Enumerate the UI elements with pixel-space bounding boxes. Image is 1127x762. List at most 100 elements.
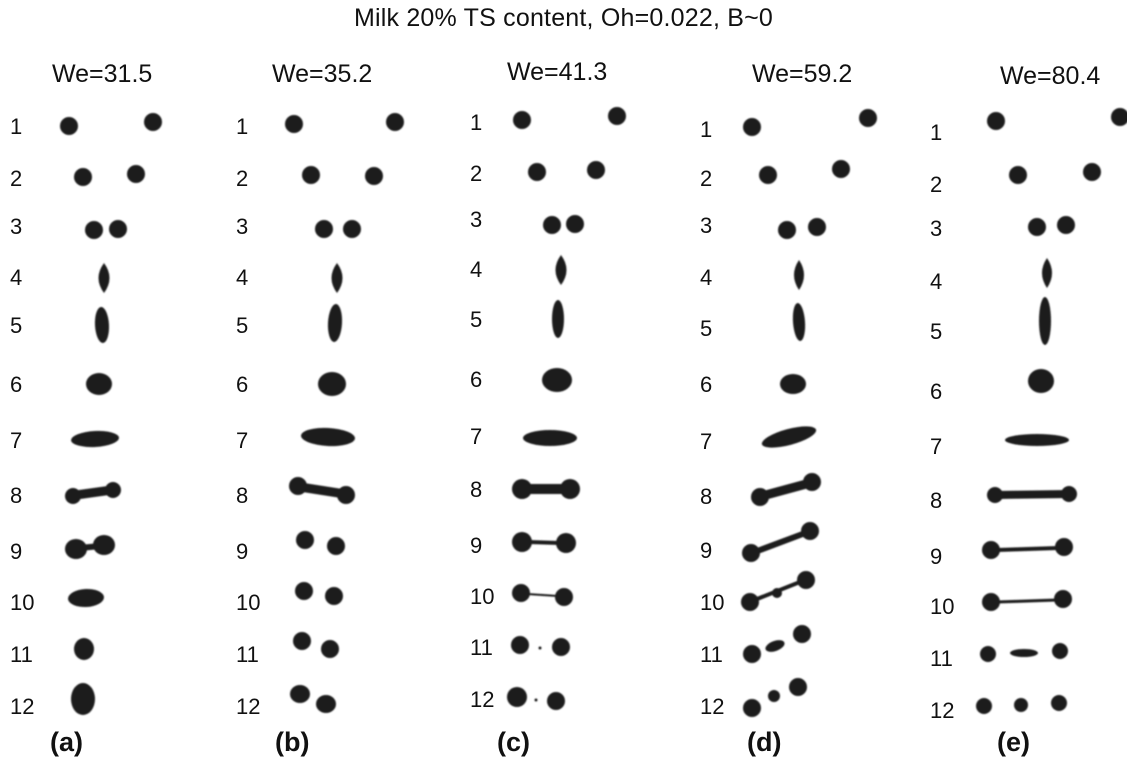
droplet — [1039, 297, 1051, 345]
frame-number: 8 — [236, 483, 249, 508]
droplet — [93, 535, 115, 555]
droplet — [980, 646, 996, 662]
droplet — [321, 640, 339, 658]
droplet — [859, 109, 877, 127]
droplet — [94, 307, 110, 343]
droplet — [105, 482, 121, 498]
droplet — [552, 300, 564, 338]
frame-number: 3 — [930, 216, 943, 241]
droplet — [71, 683, 95, 715]
droplet — [608, 107, 626, 125]
frame-number: 7 — [930, 434, 943, 459]
frame-number: 11 — [236, 642, 259, 667]
droplet — [318, 372, 346, 396]
droplet — [543, 216, 561, 234]
droplet — [290, 685, 310, 703]
droplet — [976, 698, 992, 714]
droplet — [327, 537, 345, 555]
droplet — [1028, 218, 1046, 236]
droplet — [65, 488, 81, 504]
droplet — [327, 304, 343, 342]
frame-number: 1 — [470, 110, 483, 135]
droplet — [792, 303, 806, 341]
droplet — [741, 593, 759, 611]
frame-number: 5 — [236, 313, 249, 338]
droplet — [743, 699, 761, 717]
droplet — [365, 167, 383, 185]
droplet — [98, 263, 110, 293]
droplet — [74, 638, 94, 660]
droplet — [992, 490, 1074, 499]
frame-number: 4 — [700, 265, 713, 290]
frame-number: 11 — [930, 646, 953, 671]
frame-number: 8 — [10, 483, 23, 508]
frame-number: 3 — [236, 214, 249, 239]
droplet — [331, 263, 343, 293]
droplet — [995, 546, 1060, 552]
droplet — [526, 540, 562, 545]
droplet — [542, 368, 572, 392]
droplet — [337, 486, 355, 504]
droplet — [1010, 649, 1038, 657]
droplet — [768, 690, 780, 702]
we-label-b: We=35.2 — [272, 60, 373, 88]
droplet — [1083, 163, 1101, 181]
frame-number: 11 — [470, 635, 493, 660]
droplet — [780, 374, 806, 394]
frame-number: 12 — [10, 694, 35, 719]
frame-number: 10 — [236, 590, 261, 615]
droplet — [547, 692, 565, 710]
frame-number: 5 — [700, 316, 713, 341]
droplet — [566, 215, 584, 233]
droplet — [301, 427, 355, 447]
droplet — [534, 698, 538, 702]
droplet — [743, 118, 761, 136]
droplet — [1009, 166, 1027, 184]
frame-number: 3 — [700, 213, 713, 238]
droplet — [528, 163, 546, 181]
droplet — [523, 430, 577, 446]
droplet — [65, 539, 87, 559]
panel-label-b: (b) — [275, 727, 310, 757]
droplet — [302, 166, 320, 184]
panel-label-a: (a) — [50, 727, 83, 757]
frame-number: 6 — [930, 379, 943, 404]
droplet — [560, 479, 580, 499]
frame-number: 1 — [700, 117, 713, 142]
droplet — [127, 165, 145, 183]
frame-number: 10 — [700, 590, 725, 615]
frame-number: 4 — [10, 265, 23, 290]
droplet — [285, 115, 303, 133]
droplet — [386, 113, 404, 131]
droplet — [555, 255, 567, 285]
frame-number: 3 — [470, 207, 483, 232]
frame-number: 11 — [700, 642, 723, 667]
droplet — [982, 593, 1000, 611]
frame-number: 1 — [10, 114, 23, 139]
panel-label-d: (d) — [747, 727, 782, 757]
frame-number: 8 — [700, 484, 713, 509]
droplet — [513, 111, 531, 129]
droplet — [587, 161, 605, 179]
frame-number: 1 — [236, 114, 249, 139]
droplet — [512, 584, 530, 602]
droplet — [556, 533, 576, 553]
frame-number: 2 — [236, 166, 249, 191]
droplet — [526, 593, 559, 597]
frame-number: 2 — [10, 166, 23, 191]
droplet — [1054, 590, 1072, 608]
panel-label-e: (e) — [997, 727, 1030, 757]
droplet — [759, 166, 777, 184]
droplet — [803, 473, 821, 491]
figure-title: Milk 20% TS content, Oh=0.022, B~0 — [353, 4, 774, 32]
frame-number: 5 — [930, 319, 943, 344]
frame-number: 7 — [700, 429, 713, 454]
frame-number: 4 — [930, 269, 943, 294]
droplet — [1055, 538, 1073, 556]
droplet — [1028, 369, 1054, 393]
droplet — [982, 541, 1000, 559]
droplet — [797, 571, 815, 589]
droplet — [801, 522, 819, 540]
droplet — [71, 430, 119, 448]
frame-number: 12 — [700, 694, 725, 719]
